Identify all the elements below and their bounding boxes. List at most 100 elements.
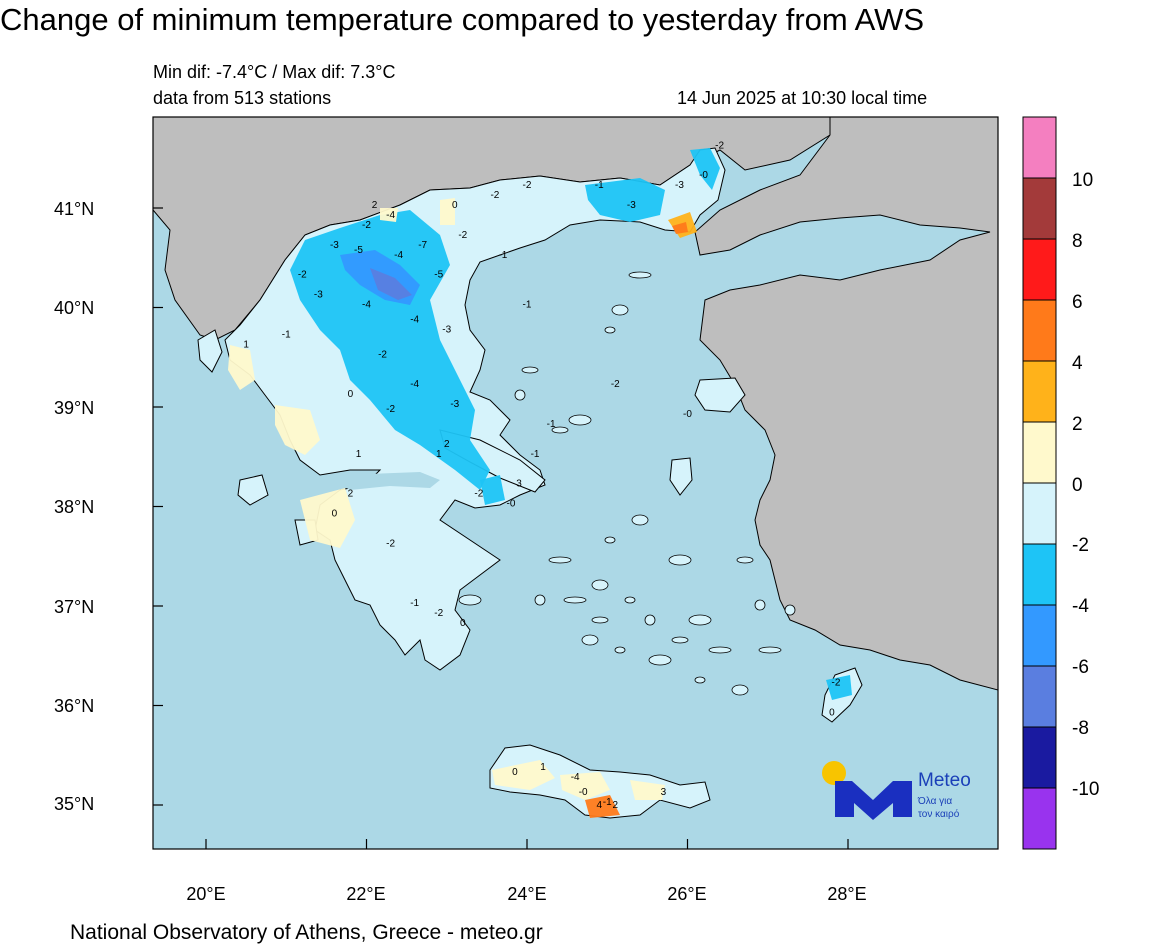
- colorbar-label: -6: [1072, 657, 1089, 678]
- station-value: 1: [243, 339, 249, 350]
- warm-zone-preveza: [275, 405, 320, 455]
- warm-zone-crete-east: [630, 780, 665, 800]
- station-value: -1: [547, 419, 556, 430]
- station-value: -2: [298, 270, 307, 281]
- station-value: 4: [596, 800, 602, 811]
- station-value: 0: [348, 389, 354, 400]
- small-island: [551, 426, 569, 434]
- station-value: -3: [675, 180, 684, 191]
- small-island: [581, 634, 599, 646]
- corfu-island: [197, 329, 223, 373]
- lat-label: 36°N: [54, 696, 95, 716]
- station-value: -2: [474, 489, 483, 500]
- colorbar-label: 8: [1072, 231, 1083, 252]
- warm-zone-epirus: [228, 345, 255, 390]
- station-value: -2: [386, 404, 395, 415]
- station-value: -1: [498, 250, 507, 261]
- station-value: -1: [410, 598, 419, 609]
- cold-zone-thrace: [585, 178, 665, 222]
- station-value: -2: [611, 379, 620, 390]
- station-value: 2: [612, 800, 618, 811]
- station-value: -4: [394, 250, 403, 261]
- axis-ticks: [153, 207, 849, 849]
- cold-zone-rhodes: [826, 675, 852, 700]
- colorbar-label: -2: [1072, 535, 1089, 556]
- timestamp: 14 Jun 2025 at 10:30 local time: [677, 88, 928, 108]
- station-value: -0: [579, 787, 588, 798]
- small-island: [784, 604, 796, 616]
- station-value: -3: [627, 200, 636, 211]
- lat-label: 37°N: [54, 597, 95, 617]
- lesvos-island: [694, 377, 746, 413]
- small-island: [548, 556, 572, 564]
- warm-zone-florina: [380, 208, 398, 222]
- colorbar-label: -4: [1072, 596, 1089, 617]
- colorbar-label: 4: [1072, 353, 1083, 374]
- colorbar-label: 2: [1072, 414, 1083, 435]
- lon-label: 26°E: [667, 884, 707, 904]
- small-island: [731, 684, 749, 696]
- station-value: -0: [699, 170, 708, 181]
- plot-frame: [152, 116, 999, 850]
- small-island: [628, 271, 652, 279]
- logo-brand: Meteo: [918, 770, 971, 791]
- lat-label: 38°N: [54, 497, 95, 517]
- warmer-zone-alexandroupoli: [672, 222, 688, 234]
- cold-zone-north: [290, 210, 490, 490]
- station-value: 0: [460, 618, 466, 629]
- station-value: -3: [450, 399, 459, 410]
- lat-label: 39°N: [54, 398, 95, 418]
- lon-label: 22°E: [346, 884, 386, 904]
- small-island: [611, 304, 629, 316]
- station-value: -2: [458, 230, 467, 241]
- colorbar-label: 10: [1072, 170, 1094, 191]
- kefalonia-island: [237, 474, 269, 506]
- small-island: [458, 594, 482, 606]
- small-island: [604, 326, 616, 334]
- small-island: [624, 596, 636, 604]
- warm-zone-crete-south: [585, 795, 620, 818]
- station-value: -3: [330, 240, 339, 251]
- logo-tagline-1: Όλα για: [918, 796, 953, 807]
- small-island: [514, 389, 526, 401]
- station-value: -2: [434, 608, 443, 619]
- station-value: -5: [434, 270, 443, 281]
- small-island: [521, 366, 539, 374]
- station-value: 0: [512, 767, 518, 778]
- station-value: 3: [661, 787, 667, 798]
- small-island: [568, 414, 592, 426]
- small-island: [754, 599, 766, 611]
- station-value: -1: [282, 329, 291, 340]
- anomaly-zones: [228, 148, 852, 818]
- small-island: [648, 654, 672, 666]
- sun-icon: [822, 761, 846, 785]
- warm-zone-macedonia: [440, 198, 455, 225]
- small-island: [563, 596, 587, 604]
- small-island: [614, 646, 626, 654]
- small-island: [591, 579, 609, 591]
- cold-zone-euboea-south: [480, 475, 505, 505]
- colorbar-label: -8: [1072, 718, 1089, 739]
- small-island: [644, 614, 656, 626]
- station-value: -2: [378, 349, 387, 360]
- gulf-of-corinth: [330, 472, 440, 490]
- small-island: [736, 556, 754, 564]
- small-island: [534, 594, 546, 606]
- small-island: [694, 676, 706, 684]
- station-value: 0: [829, 707, 835, 718]
- station-value: -5: [354, 245, 363, 256]
- station-value: -2: [832, 678, 841, 689]
- station-value: -2: [362, 220, 371, 231]
- station-value: -4: [571, 772, 580, 783]
- small-island: [758, 646, 782, 654]
- station-value: -3: [314, 290, 323, 301]
- turkey-land: [694, 117, 998, 691]
- station-value: -1: [523, 300, 532, 311]
- station-value: -4: [410, 314, 419, 325]
- station-values: -7-5-5 -4-4-2-3-3-4-4-3-2-4-3-20-11-22 0-2…: [243, 140, 840, 811]
- station-value: -4: [386, 210, 395, 221]
- station-value: 2: [348, 489, 354, 500]
- stats-line: Min dif: -7.4°C / Max dif: 7.3°C: [153, 62, 396, 82]
- warm-zone-crete-mid: [560, 772, 610, 800]
- station-value: -3: [442, 324, 451, 335]
